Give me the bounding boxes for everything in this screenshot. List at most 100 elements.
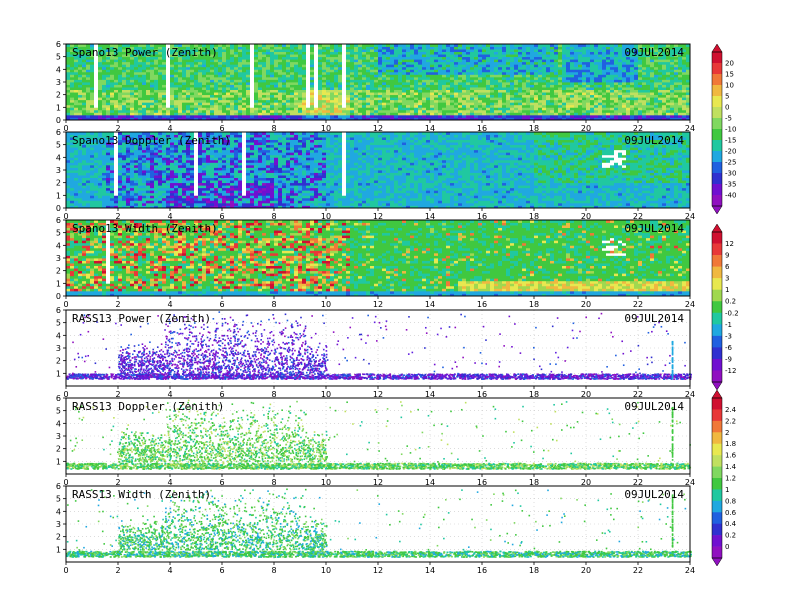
heatmap-cell: [430, 54, 435, 58]
heatmap-cell: [238, 59, 243, 63]
heatmap-cell: [234, 87, 239, 90]
heatmap-cell: [350, 104, 355, 108]
heatmap-cell: [330, 54, 335, 58]
heatmap-cell: [458, 64, 463, 68]
heatmap-cell: [186, 89, 191, 93]
heatmap-cell: [126, 76, 131, 80]
heatmap-cell: [434, 54, 439, 58]
heatmap-cell: [86, 109, 91, 113]
heatmap-cell: [362, 117, 367, 121]
heatmap-cell: [66, 59, 71, 63]
heatmap-cell: [178, 69, 183, 73]
heatmap-cell: [398, 114, 403, 118]
heatmap-cell: [262, 54, 267, 58]
heatmap-cell: [550, 49, 555, 52]
heatmap-cell: [234, 71, 239, 75]
heatmap-cell: [354, 46, 359, 50]
heatmap-cell: [342, 99, 347, 103]
heatmap-cell: [242, 117, 247, 121]
heatmap-cell: [602, 49, 607, 52]
heatmap-cell: [174, 64, 179, 68]
heatmap-cell: [550, 71, 555, 75]
heatmap-cell: [518, 82, 523, 85]
heatmap-cell: [438, 114, 443, 118]
heatmap-cell: [150, 92, 155, 96]
heatmap-cell: [362, 114, 367, 118]
heatmap-cell: [654, 44, 659, 47]
heatmap-cell: [554, 71, 559, 75]
heatmap-cell: [110, 44, 115, 47]
heatmap-cell: [66, 159, 71, 163]
heatmap-cell: [126, 107, 131, 111]
heatmap-cell: [438, 64, 443, 68]
heatmap-cell: [182, 94, 187, 98]
heatmap-cell: [318, 97, 323, 101]
heatmap-cell: [402, 71, 407, 75]
heatmap-cell: [574, 44, 579, 47]
heatmap-cell: [418, 76, 423, 80]
heatmap-cell: [238, 107, 243, 111]
heatmap-cell: [494, 107, 499, 111]
heatmap-cell: [122, 74, 127, 78]
heatmap-cell: [422, 89, 427, 93]
heatmap-cell: [530, 99, 535, 103]
heatmap-cell: [134, 89, 139, 93]
heatmap-cell: [298, 64, 303, 68]
heatmap-cell: [642, 109, 647, 113]
heatmap-cell: [70, 104, 75, 108]
heatmap-cell: [134, 84, 139, 88]
heatmap-cell: [422, 97, 427, 101]
heatmap-cell: [470, 107, 475, 111]
heatmap-cell: [190, 107, 195, 111]
heatmap-cell: [106, 44, 111, 47]
heatmap-cell: [302, 74, 307, 78]
heatmap-cell: [598, 92, 603, 96]
heatmap-cell: [590, 89, 595, 93]
heatmap-cell: [398, 64, 403, 68]
heatmap-cell: [502, 76, 507, 80]
heatmap-cell: [602, 97, 607, 101]
heatmap-cell: [538, 66, 543, 70]
heatmap-cell: [638, 112, 643, 116]
heatmap-cell: [646, 114, 651, 118]
heatmap-cell: [402, 84, 407, 88]
heatmap-cell: [78, 74, 83, 78]
heatmap-cell: [486, 99, 491, 103]
heatmap-cell: [322, 56, 327, 60]
heatmap-cell: [530, 74, 535, 78]
heatmap-cell: [270, 79, 275, 83]
heatmap-cell: [486, 94, 491, 98]
heatmap-cell: [398, 109, 403, 113]
heatmap-cell: [94, 149, 99, 153]
heatmap-cell: [594, 109, 599, 113]
heatmap-cell: [170, 66, 175, 70]
heatmap-cell: [82, 172, 87, 176]
heatmap-cell: [174, 49, 179, 52]
heatmap-cell: [370, 102, 375, 106]
heatmap-cell: [590, 64, 595, 68]
heatmap-cell: [474, 102, 479, 106]
heatmap-cell: [418, 59, 423, 63]
heatmap-cell: [302, 71, 307, 75]
x-tick-label: 14: [425, 124, 435, 133]
heatmap-cell: [402, 117, 407, 121]
heatmap-cell: [338, 59, 343, 63]
heatmap-cell: [546, 84, 551, 88]
heatmap-cell: [678, 89, 683, 93]
heatmap-cell: [170, 54, 175, 58]
heatmap-cell: [82, 175, 87, 178]
heatmap-cell: [90, 92, 95, 96]
heatmap-cell: [70, 144, 75, 148]
heatmap-cell: [418, 79, 423, 83]
heatmap-cell: [174, 61, 179, 65]
heatmap-cell: [622, 79, 627, 83]
heatmap-cell: [162, 69, 167, 73]
heatmap-cell: [482, 46, 487, 50]
heatmap-cell: [330, 87, 335, 90]
heatmap-cell: [266, 92, 271, 96]
heatmap-cell: [398, 92, 403, 96]
heatmap-cell: [522, 89, 527, 93]
heatmap-cell: [502, 104, 507, 108]
heatmap-cell: [378, 69, 383, 73]
heatmap-cell: [302, 114, 307, 118]
